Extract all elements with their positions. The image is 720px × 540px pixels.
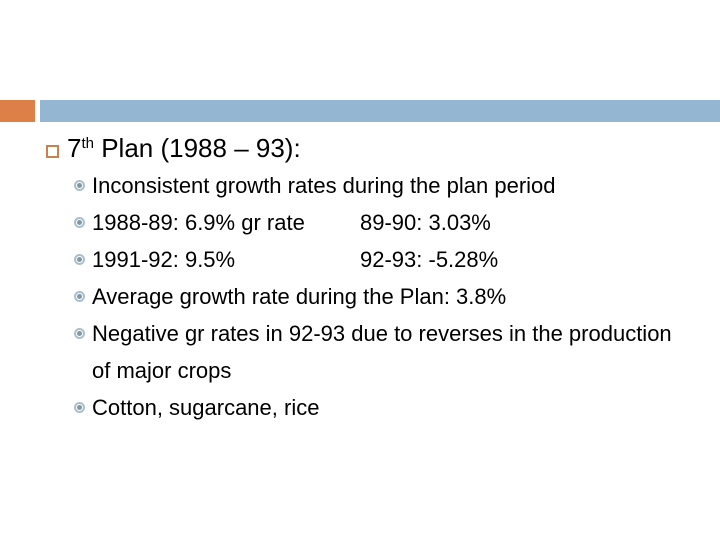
list-item-text: Negative gr rates in 92-93 due to revers… (92, 321, 672, 383)
bullet-dot (77, 405, 82, 410)
circle-bullet-icon (74, 217, 85, 228)
bullet-dot (77, 183, 82, 188)
list-item-second-column: 89-90: 3.03% (360, 210, 491, 235)
list-item-text: Average growth rate during the Plan: 3.8… (92, 284, 507, 309)
list-item-second-column: 92-93: -5.28% (360, 247, 499, 272)
accent-bar-orange (0, 100, 35, 122)
bullet-dot (77, 331, 82, 336)
circle-bullet-icon (74, 328, 85, 339)
circle-bullet-icon (74, 291, 85, 302)
title-rest: Plan (1988 – 93): (93, 133, 301, 163)
list-item-text: 1991-92: 9.5% (92, 247, 236, 272)
list-item-text: Cotton, sugarcane, rice (92, 395, 320, 420)
list-item-text: Inconsistent growth rates during the pla… (92, 173, 556, 198)
list-item: 1991-92: 9.5% 92-93: -5.28% (74, 241, 686, 278)
list-item: Average growth rate during the Plan: 3.8… (74, 278, 686, 315)
accent-bar-blue (40, 100, 720, 122)
list-item: Inconsistent growth rates during the pla… (74, 167, 686, 204)
list-item: 1988-89: 6.9% gr rate 89-90: 3.03% (74, 204, 686, 241)
bullet-dot (77, 294, 82, 299)
title-ordinal-suffix: th (81, 135, 94, 152)
bullet-dot (77, 220, 82, 225)
circle-bullet-icon (74, 180, 85, 191)
slide-title-row: 7th Plan (1988 – 93): (46, 131, 301, 165)
slide-title: 7th Plan (1988 – 93): (67, 131, 301, 165)
list-item: Negative gr rates in 92-93 due to revers… (74, 315, 686, 389)
top-accent-band (0, 100, 720, 122)
square-bullet-icon (46, 145, 59, 158)
list-item-text: 1988-89: 6.9% gr rate (92, 210, 305, 235)
title-number: 7 (67, 133, 82, 163)
circle-bullet-icon (74, 402, 85, 413)
bullet-list: Inconsistent growth rates during the pla… (74, 167, 686, 426)
list-item: Cotton, sugarcane, rice (74, 389, 686, 426)
circle-bullet-icon (74, 254, 85, 265)
bullet-dot (77, 257, 82, 262)
